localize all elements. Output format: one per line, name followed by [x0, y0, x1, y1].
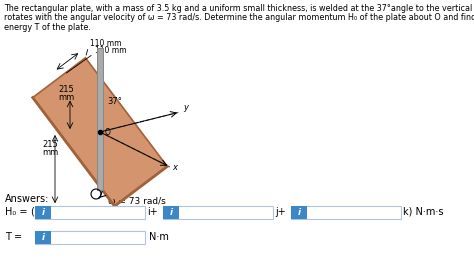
Text: i: i: [41, 208, 45, 217]
Text: 110 mm: 110 mm: [95, 46, 127, 55]
Bar: [35, 231, 145, 244]
Text: energy T of the plate.: energy T of the plate.: [4, 23, 91, 32]
Text: rotates with the angular velocity of ω = 73 rad/s. Determine the angular momentu: rotates with the angular velocity of ω =…: [4, 13, 474, 23]
Bar: [97, 48, 103, 190]
Bar: [291, 206, 401, 219]
Text: T =: T =: [5, 232, 22, 242]
Text: y: y: [183, 103, 188, 112]
Text: Answers:: Answers:: [5, 194, 49, 204]
Bar: [163, 206, 179, 219]
Bar: [163, 206, 273, 219]
Bar: [35, 206, 51, 219]
Text: i: i: [169, 208, 173, 217]
Text: mm: mm: [58, 93, 74, 102]
Bar: [35, 231, 51, 244]
Polygon shape: [33, 58, 167, 206]
Text: N·m: N·m: [149, 232, 169, 242]
Text: k) N·m·s: k) N·m·s: [403, 207, 444, 217]
Bar: [97, 48, 103, 190]
Text: (: (: [30, 207, 34, 217]
Text: i: i: [41, 233, 45, 242]
Bar: [35, 206, 145, 219]
Text: 110 mm: 110 mm: [91, 39, 122, 48]
Text: j+: j+: [275, 207, 286, 217]
Text: O: O: [105, 128, 111, 137]
Text: 37°: 37°: [107, 97, 122, 106]
Text: i: i: [298, 208, 301, 217]
Bar: [291, 206, 307, 219]
Text: H₀ =: H₀ =: [5, 207, 27, 217]
Text: mm: mm: [42, 148, 58, 157]
Text: ω = 73 rad/s: ω = 73 rad/s: [108, 196, 166, 205]
Text: 215: 215: [58, 85, 74, 94]
Text: 215: 215: [42, 140, 58, 149]
Text: i+: i+: [147, 207, 158, 217]
Text: x: x: [172, 163, 177, 172]
Text: The rectangular plate, with a mass of 3.5 kg and a uniform small thickness, is w: The rectangular plate, with a mass of 3.…: [4, 4, 474, 13]
